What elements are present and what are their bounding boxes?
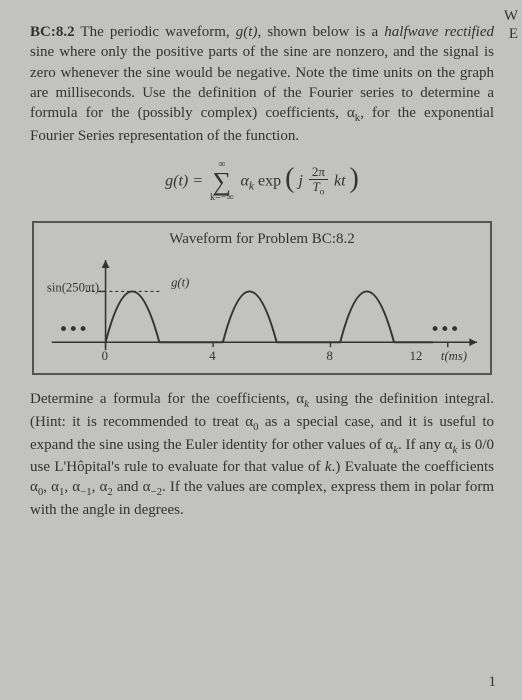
y-label: sin(250πt) <box>47 281 99 295</box>
frac-den: To <box>309 180 328 198</box>
x-tick-label-8: 8 <box>327 349 333 363</box>
frac-den-sub: o <box>320 187 325 197</box>
hump-3 <box>340 292 394 343</box>
dots-right-icon <box>442 327 447 332</box>
text: , α <box>43 479 59 495</box>
y-axis-arrow-icon <box>102 261 110 269</box>
text: , α <box>92 479 108 495</box>
text: Determine a formula for the coefficients… <box>30 391 304 407</box>
problem-paragraph-2: Determine a formula for the coefficients… <box>30 389 494 520</box>
frac-den-t: T <box>312 179 319 194</box>
sub: −2 <box>151 486 163 498</box>
problem-paragraph-1: BC:8.2 The periodic waveform, g(t), show… <box>30 22 494 146</box>
dots-left-icon <box>61 327 66 332</box>
x-tick-label-0: 0 <box>102 349 108 363</box>
fourier-equation: g(t) = ∞ ∑ k=−∞ αk exp ( j 2π To kt ) <box>30 160 494 203</box>
sum-symbol: ∞ ∑ k=−∞ <box>210 160 233 203</box>
text: . If any α <box>398 437 453 453</box>
sigma-icon: ∑ <box>210 170 233 193</box>
eq-fraction: 2π To <box>309 165 328 198</box>
dots-right-icon <box>452 327 457 332</box>
sub: −1 <box>80 486 92 498</box>
figure-title: Waveform for Problem BC:8.2 <box>42 229 482 249</box>
sum-lower-limit: k=−∞ <box>210 193 233 203</box>
waveform-figure: Waveform for Problem BC:8.2 sin(250πt) g… <box>32 221 492 375</box>
x-tick-label-4: 4 <box>209 349 216 363</box>
rparen-icon: ) <box>350 168 359 190</box>
g-of-t: g(t) <box>236 24 258 40</box>
eq-exp: exp <box>258 172 285 189</box>
text: The periodic waveform, <box>75 24 236 40</box>
eq-j: j <box>298 172 302 189</box>
text: , shown below is a <box>257 24 384 40</box>
g-label: g(t) <box>171 276 189 290</box>
k-italic: k <box>325 459 332 475</box>
lparen-icon: ( <box>285 168 294 190</box>
x-tick-label-12: 12 <box>410 349 423 363</box>
dots-right-icon <box>433 327 438 332</box>
halfwave-rectified: halfwave rectified <box>384 24 494 40</box>
frac-num: 2π <box>309 165 328 180</box>
text: , α <box>64 479 80 495</box>
problem-label: BC:8.2 <box>30 24 75 40</box>
eq-coef: α <box>240 172 248 189</box>
eq-coef-sub: k <box>249 180 254 192</box>
hump-1 <box>106 292 160 343</box>
waveform-svg: sin(250πt) g(t) 0 4 8 12 t(ms) <box>42 251 482 369</box>
eq-kt: kt <box>334 172 346 189</box>
dots-left-icon <box>81 327 86 332</box>
edge-char-e: E <box>509 24 518 44</box>
text: and α <box>113 479 151 495</box>
hump-2 <box>223 292 277 343</box>
x-unit-label: t(ms) <box>441 349 467 363</box>
page-number: 1 <box>489 672 497 692</box>
x-axis-arrow-icon <box>469 339 477 347</box>
eq-lhs: g(t) = <box>165 172 207 189</box>
dots-left-icon <box>71 327 76 332</box>
